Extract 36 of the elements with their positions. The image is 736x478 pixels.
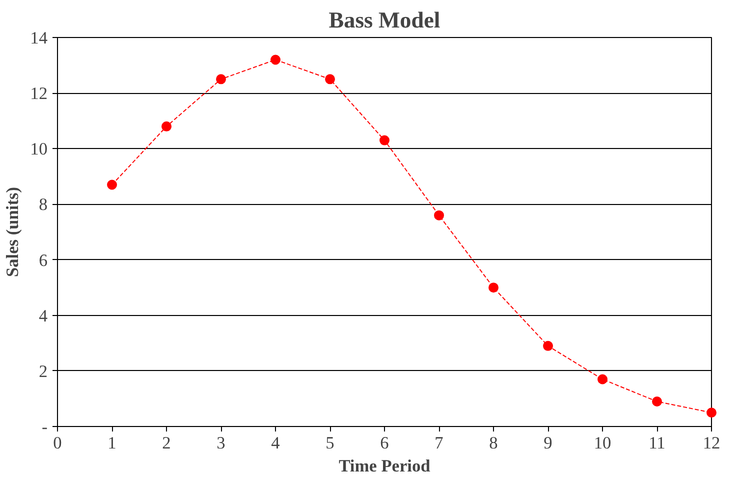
chart-title: Bass Model [328, 8, 440, 32]
x-tick-label: 2 [162, 434, 171, 452]
y-tick-label: 8 [38, 195, 48, 214]
point [598, 374, 608, 384]
x-tick-label: 3 [216, 434, 226, 452]
point [162, 121, 172, 132]
y-tick-label: 4 [38, 306, 48, 326]
point [107, 180, 117, 190]
point [434, 210, 444, 220]
x-axis-title: Time Period [338, 456, 431, 476]
x-tick-label: 9 [544, 434, 552, 452]
point [380, 135, 390, 146]
y-tick-label: 14 [30, 28, 48, 48]
x-tick-label: 5 [326, 434, 334, 452]
x-tick-label: 11 [648, 434, 666, 452]
point [216, 74, 226, 84]
x-tick-label: 7 [434, 434, 444, 452]
point [488, 282, 498, 293]
x-tick-label: 8 [489, 434, 498, 452]
y-tick-label: 10 [30, 140, 48, 159]
y-tick-label: 12 [30, 84, 48, 104]
point [652, 396, 662, 406]
y-tick-label: 6 [38, 250, 48, 270]
y-tick-label: - [42, 418, 48, 436]
y-tick-label: 2 [38, 362, 48, 381]
x-tick-label: 1 [108, 434, 116, 452]
x-tick-label: 10 [594, 434, 612, 452]
x-tick-label: 0 [53, 434, 62, 452]
point [543, 340, 553, 351]
point [325, 74, 335, 84]
x-tick-label: 12 [702, 434, 720, 452]
y-axis-title: Sales (units) [3, 186, 22, 278]
x-tick-label: 6 [380, 434, 390, 452]
point [706, 408, 716, 418]
x-tick-label: 4 [271, 434, 280, 452]
point [270, 54, 280, 65]
